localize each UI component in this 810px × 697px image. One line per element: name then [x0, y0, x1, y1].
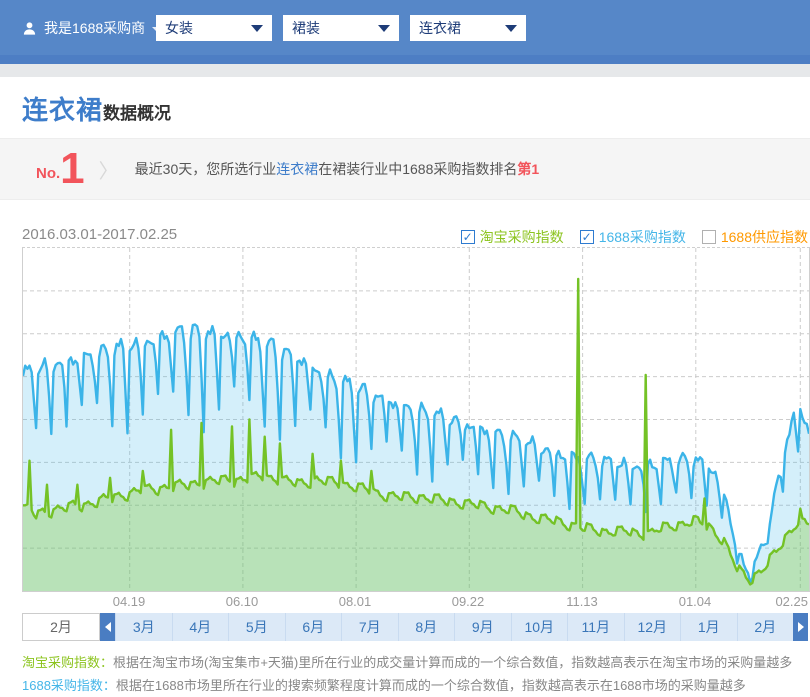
chevron-down-icon [251, 25, 263, 32]
legend-item-1[interactable]: ✓ 1688采购指数 [580, 227, 686, 247]
chevron-down-icon [505, 25, 517, 32]
user-menu[interactable]: 我是1688采购商 [22, 18, 162, 38]
checkbox-1688-purchase-index[interactable]: ✓ [580, 230, 594, 244]
user-menu-label: 我是1688采购商 [44, 18, 145, 38]
month-tab-0[interactable]: 3月 [115, 613, 172, 641]
x-axis-tick: 04.19 [104, 594, 154, 609]
header-divider-strip [0, 64, 810, 77]
x-axis-tick: 01.04 [670, 594, 720, 609]
footnote-text: 根据在1688市场里所在行业的搜索频繁程度计算而成的一个综合数值，指数越高表示在… [116, 678, 746, 693]
month-next-button[interactable] [793, 613, 808, 641]
month-selector: 2月 3月 4月 5月 6月 7月 8月 9月 10月 11月 12月 1月 2… [22, 613, 808, 641]
category-dropdown-level3[interactable]: 连衣裙 [410, 15, 526, 41]
category-dropdown-level1[interactable]: 女装 [156, 15, 272, 41]
rank-text-rank: 第1 [517, 161, 539, 177]
rank-text-before: 最近30天，您所选行业 [135, 161, 277, 177]
arrow-right-icon [798, 622, 804, 632]
checkbox-taobao-index[interactable]: ✓ [461, 230, 475, 244]
legend-item-0[interactable]: ✓ 淘宝采购指数 [461, 227, 564, 247]
rank-badge: No. 1 [36, 150, 85, 187]
legend-item-2[interactable]: 1688供应指数 [702, 227, 808, 247]
top-nav-bar: 我是1688采购商 女装 裙装 连衣裙 [0, 0, 810, 64]
chevron-right-icon: 〉 [99, 155, 119, 184]
x-axis-tick: 06.10 [217, 594, 267, 609]
category-dropdown-level3-value: 连衣裙 [419, 18, 461, 38]
rank-banner: No. 1 〉 最近30天，您所选行业连衣裙在裙装行业中1688采购指数排名第1 [0, 138, 810, 200]
legend-label: 1688供应指数 [721, 227, 808, 247]
month-prev-button[interactable] [100, 613, 115, 641]
month-tab-10[interactable]: 1月 [680, 613, 737, 641]
category-dropdown-level1-value: 女装 [165, 18, 193, 38]
page-title-keyword: 连衣裙 [22, 90, 103, 127]
month-tab-5[interactable]: 8月 [398, 613, 455, 641]
month-tab-1[interactable]: 4月 [172, 613, 229, 641]
x-axis-tick: 02.25 [762, 594, 808, 609]
arrow-left-icon [105, 622, 111, 632]
page-title-sub: 数据概况 [103, 99, 171, 124]
month-tab-8[interactable]: 11月 [567, 613, 624, 641]
month-tab-11[interactable]: 2月 [737, 613, 794, 641]
trend-chart-canvas [23, 248, 809, 591]
chart-date-range: 2016.03.01-2017.02.25 [22, 226, 177, 243]
chevron-down-icon [378, 25, 390, 32]
category-dropdown-level2[interactable]: 裙装 [283, 15, 399, 41]
footnote-label: 淘宝采购指数： [22, 655, 113, 670]
index-footnotes: 淘宝采购指数：根据在淘宝市场(淘宝集市+天猫)里所在行业的成交量计算而成的一个综… [22, 651, 792, 697]
month-tab-7[interactable]: 10月 [511, 613, 568, 641]
legend-label: 淘宝采购指数 [480, 227, 564, 247]
footnote-text: 根据在淘宝市场(淘宝集市+天猫)里所在行业的成交量计算而成的一个综合数值，指数越… [113, 655, 792, 670]
rank-text-middle: 在裙装行业中1688采购指数排名 [318, 161, 517, 177]
footnote-1688: 1688采购指数：根据在1688市场里所在行业的搜索频繁程度计算而成的一个综合数… [22, 674, 792, 697]
x-axis-tick: 11.13 [557, 594, 607, 609]
x-axis-tick: 08.01 [330, 594, 380, 609]
month-tab-9[interactable]: 12月 [624, 613, 681, 641]
month-select-box[interactable]: 2月 [22, 613, 100, 641]
month-tab-2[interactable]: 5月 [228, 613, 285, 641]
legend-label: 1688采购指数 [599, 227, 686, 247]
rank-description: 最近30天，您所选行业连衣裙在裙装行业中1688采购指数排名第1 [135, 159, 540, 179]
month-tab-6[interactable]: 9月 [454, 613, 511, 641]
month-tab-4[interactable]: 7月 [341, 613, 398, 641]
rank-number: 1 [60, 150, 84, 187]
rank-prefix: No. [36, 165, 60, 182]
user-icon [22, 21, 37, 36]
x-axis-tick: 09.22 [443, 594, 493, 609]
rank-text-keyword: 连衣裙 [276, 161, 318, 177]
trend-chart [22, 247, 810, 592]
category-dropdown-level2-value: 裙装 [292, 18, 320, 38]
month-tab-3[interactable]: 6月 [285, 613, 342, 641]
footnote-label: 1688采购指数： [22, 678, 116, 693]
checkbox-1688-supply-index[interactable] [702, 230, 716, 244]
page-title: 连衣裙 数据概况 [22, 90, 171, 127]
footnote-taobao: 淘宝采购指数：根据在淘宝市场(淘宝集市+天猫)里所在行业的成交量计算而成的一个综… [22, 651, 792, 674]
chart-legend: ✓ 淘宝采购指数 ✓ 1688采购指数 1688供应指数 [461, 227, 808, 247]
